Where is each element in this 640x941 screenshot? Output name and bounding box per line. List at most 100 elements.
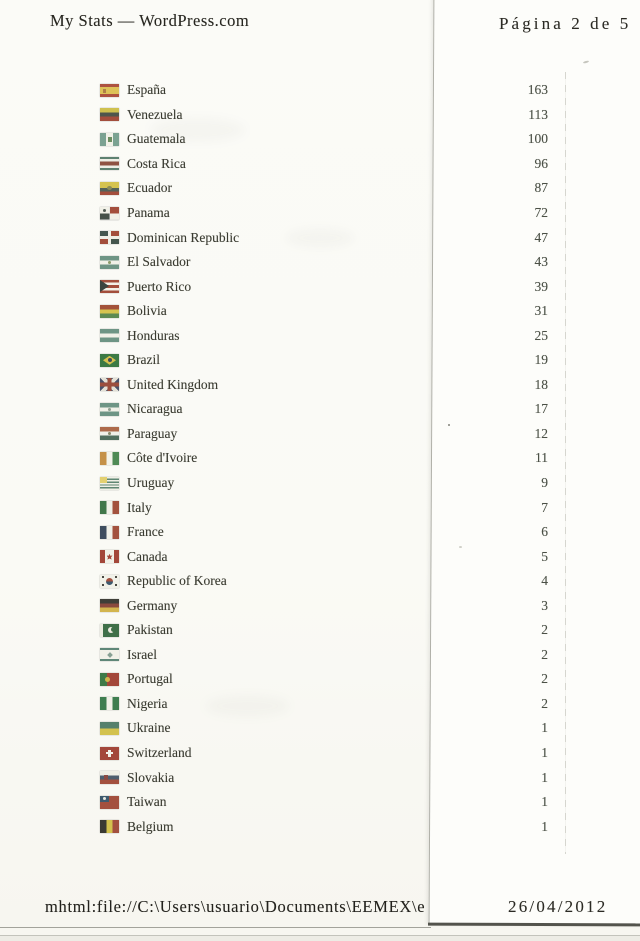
views-count: 2: [541, 695, 548, 711]
country-row: Ecuador 87: [0, 176, 640, 201]
country-name: Italy: [127, 499, 152, 515]
views-count: 72: [534, 205, 549, 220]
flag-bolivia-icon: [100, 304, 119, 318]
views-count: 2: [541, 646, 548, 662]
views-count: 87: [534, 180, 549, 196]
flag-venezuela-icon: [100, 108, 119, 122]
country-name: Germany: [127, 597, 178, 613]
country-row: Germany 3: [0, 593, 640, 618]
country-name: Canada: [127, 548, 168, 564]
country-name: Israel: [127, 646, 157, 662]
flag-spain-icon: [100, 83, 119, 97]
country-name: Venezuela: [127, 106, 183, 122]
flag-nicaragua-icon: [100, 402, 119, 416]
country-row: El Salvador 43: [0, 250, 640, 275]
flag-paraguay-icon: [100, 427, 119, 441]
country-name: Nigeria: [127, 695, 168, 711]
views-count: 2: [541, 622, 548, 638]
flag-puerto-rico-icon: [100, 280, 119, 294]
country-row: Honduras 25: [0, 323, 640, 348]
country-name: El Salvador: [127, 254, 191, 270]
country-row: Bolivia 31: [0, 299, 640, 324]
flag-portugal-icon: [100, 672, 119, 686]
views-count: 1: [541, 745, 548, 761]
country-name: Honduras: [127, 327, 180, 343]
flag-costa-rica-icon: [100, 157, 119, 171]
country-row: Uruguay 9: [0, 471, 640, 496]
flag-taiwan-icon: [100, 795, 119, 809]
flag-guatemala-icon: [100, 132, 119, 146]
country-stats-list: España 163 Venezuela 113 Guatemala 100 C…: [0, 78, 640, 839]
scan-bottom-strip: [0, 936, 640, 941]
page-bottom-edge: [0, 926, 431, 929]
country-row: España 163: [0, 78, 640, 103]
flag-germany-icon: [100, 599, 119, 613]
flag-panama-icon: [100, 206, 119, 220]
flag-canada-icon: [100, 550, 119, 564]
country-row: Brazil 19: [0, 348, 640, 373]
country-row: Israel 2: [0, 643, 640, 668]
country-row: Switzerland 1: [0, 741, 640, 766]
views-count: 4: [541, 573, 548, 589]
views-count: 7: [541, 499, 548, 515]
country-row: Slovakia 1: [0, 765, 640, 790]
views-count: 113: [528, 106, 548, 122]
country-name: Côte d'Ivoire: [127, 450, 198, 466]
scan-bottom-line: [0, 934, 640, 937]
views-count: 9: [541, 475, 548, 491]
country-name: Guatemala: [127, 131, 186, 147]
flag-brazil-icon: [100, 353, 119, 367]
flag-nigeria-icon: [100, 697, 119, 711]
page-number-indicator: Página 2 de 5: [499, 14, 632, 33]
country-row: Venezuela 113: [0, 103, 640, 128]
views-count: 1: [541, 720, 548, 736]
flag-switzerland-icon: [100, 746, 119, 760]
views-count: 96: [534, 155, 549, 171]
overlay-page-bottom-edge: [427, 922, 640, 926]
country-row: Panama 72: [0, 201, 640, 226]
flag-south-korea-icon: [100, 574, 119, 588]
views-count: 17: [534, 401, 549, 417]
flag-uruguay-icon: [100, 476, 119, 490]
views-count: 6: [541, 524, 548, 540]
country-name: Panama: [127, 205, 170, 220]
country-row: Nicaragua 17: [0, 397, 640, 422]
flag-belgium-icon: [100, 820, 119, 834]
country-row: Italy 7: [0, 495, 640, 520]
scan-speck: [459, 546, 462, 548]
country-row: Costa Rica 96: [0, 152, 640, 177]
views-count: 47: [534, 229, 549, 245]
country-row: Paraguay 12: [0, 422, 640, 447]
country-row: Pakistan 2: [0, 618, 640, 643]
country-name: Taiwan: [127, 794, 167, 810]
country-name: España: [127, 82, 166, 98]
views-count: 19: [534, 352, 549, 368]
views-count: 163: [527, 82, 548, 98]
country-name: Ecuador: [127, 180, 172, 196]
country-name: Uruguay: [127, 475, 175, 491]
country-name: Slovakia: [127, 769, 175, 785]
country-name: Switzerland: [127, 745, 192, 761]
country-row: Puerto Rico 39: [0, 274, 640, 299]
country-name: Ukraine: [127, 720, 171, 736]
country-name: Republic of Korea: [127, 573, 227, 589]
views-count: 1: [541, 769, 548, 785]
country-name: Brazil: [127, 352, 160, 368]
country-name: United Kingdom: [127, 376, 219, 392]
views-count: 3: [541, 597, 548, 613]
scan-smudge: [205, 695, 290, 717]
flag-el-salvador-icon: [100, 255, 119, 269]
country-row: Ukraine 1: [0, 716, 640, 741]
views-count: 25: [534, 327, 549, 343]
country-name: Bolivia: [127, 303, 167, 319]
scan-speck: [448, 424, 450, 426]
country-row: Dominican Republic 47: [0, 225, 640, 250]
views-count: 12: [534, 425, 549, 441]
flag-israel-icon: [100, 648, 119, 662]
flag-honduras-icon: [100, 329, 119, 343]
country-name: Belgium: [127, 818, 174, 834]
country-name: Portugal: [127, 671, 173, 687]
flag-cote-divoire-icon: [100, 451, 119, 465]
print-date: 26/04/2012: [508, 897, 608, 916]
